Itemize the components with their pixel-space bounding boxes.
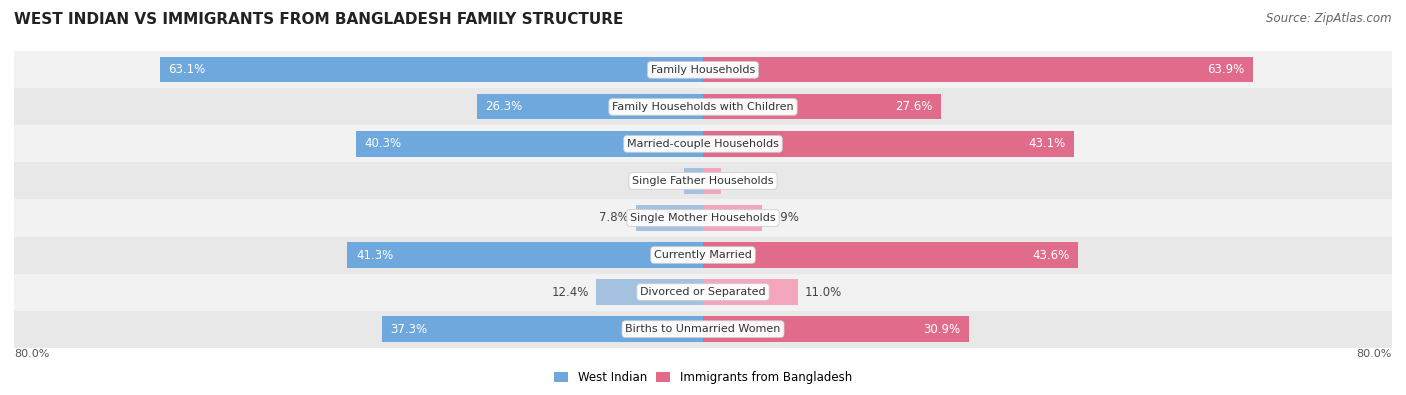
Text: Family Households: Family Households [651,65,755,75]
Bar [160,57,703,83]
Bar [14,88,1392,126]
Bar [703,168,721,194]
Text: 12.4%: 12.4% [553,286,589,299]
Text: 37.3%: 37.3% [391,323,427,336]
Text: 80.0%: 80.0% [1357,350,1392,359]
Text: 40.3%: 40.3% [364,137,402,150]
Bar [356,132,703,156]
Text: 6.9%: 6.9% [769,211,799,224]
Text: Family Households with Children: Family Households with Children [612,102,794,112]
Text: Births to Unmarried Women: Births to Unmarried Women [626,324,780,334]
Text: 80.0%: 80.0% [14,350,49,359]
Bar [703,280,797,305]
Bar [14,310,1392,348]
Text: 43.6%: 43.6% [1032,248,1070,261]
Text: 7.8%: 7.8% [599,211,628,224]
Bar [14,162,1392,199]
Text: Married-couple Households: Married-couple Households [627,139,779,149]
Text: 43.1%: 43.1% [1028,137,1066,150]
Text: Currently Married: Currently Married [654,250,752,260]
Text: WEST INDIAN VS IMMIGRANTS FROM BANGLADESH FAMILY STRUCTURE: WEST INDIAN VS IMMIGRANTS FROM BANGLADES… [14,12,623,27]
Text: Source: ZipAtlas.com: Source: ZipAtlas.com [1267,12,1392,25]
Legend: West Indian, Immigrants from Bangladesh: West Indian, Immigrants from Bangladesh [550,367,856,389]
Text: 2.1%: 2.1% [728,175,758,188]
Text: Divorced or Separated: Divorced or Separated [640,287,766,297]
Text: 41.3%: 41.3% [356,248,394,261]
Text: 63.9%: 63.9% [1208,63,1244,76]
Bar [382,316,703,342]
Bar [14,274,1392,310]
Text: 30.9%: 30.9% [924,323,960,336]
Bar [685,168,703,194]
Bar [14,199,1392,237]
Text: Single Father Households: Single Father Households [633,176,773,186]
Bar [703,132,1074,156]
Text: 27.6%: 27.6% [894,100,932,113]
Bar [14,51,1392,88]
Bar [703,57,1253,83]
Text: 2.2%: 2.2% [647,175,678,188]
Bar [477,94,703,120]
Text: Single Mother Households: Single Mother Households [630,213,776,223]
Bar [596,280,703,305]
Bar [703,243,1078,268]
Bar [636,205,703,231]
Bar [703,316,969,342]
Bar [14,126,1392,162]
Bar [14,237,1392,274]
Bar [347,243,703,268]
Text: 63.1%: 63.1% [169,63,205,76]
Bar [703,94,941,120]
Text: 26.3%: 26.3% [485,100,523,113]
Text: 11.0%: 11.0% [804,286,842,299]
Bar [703,205,762,231]
